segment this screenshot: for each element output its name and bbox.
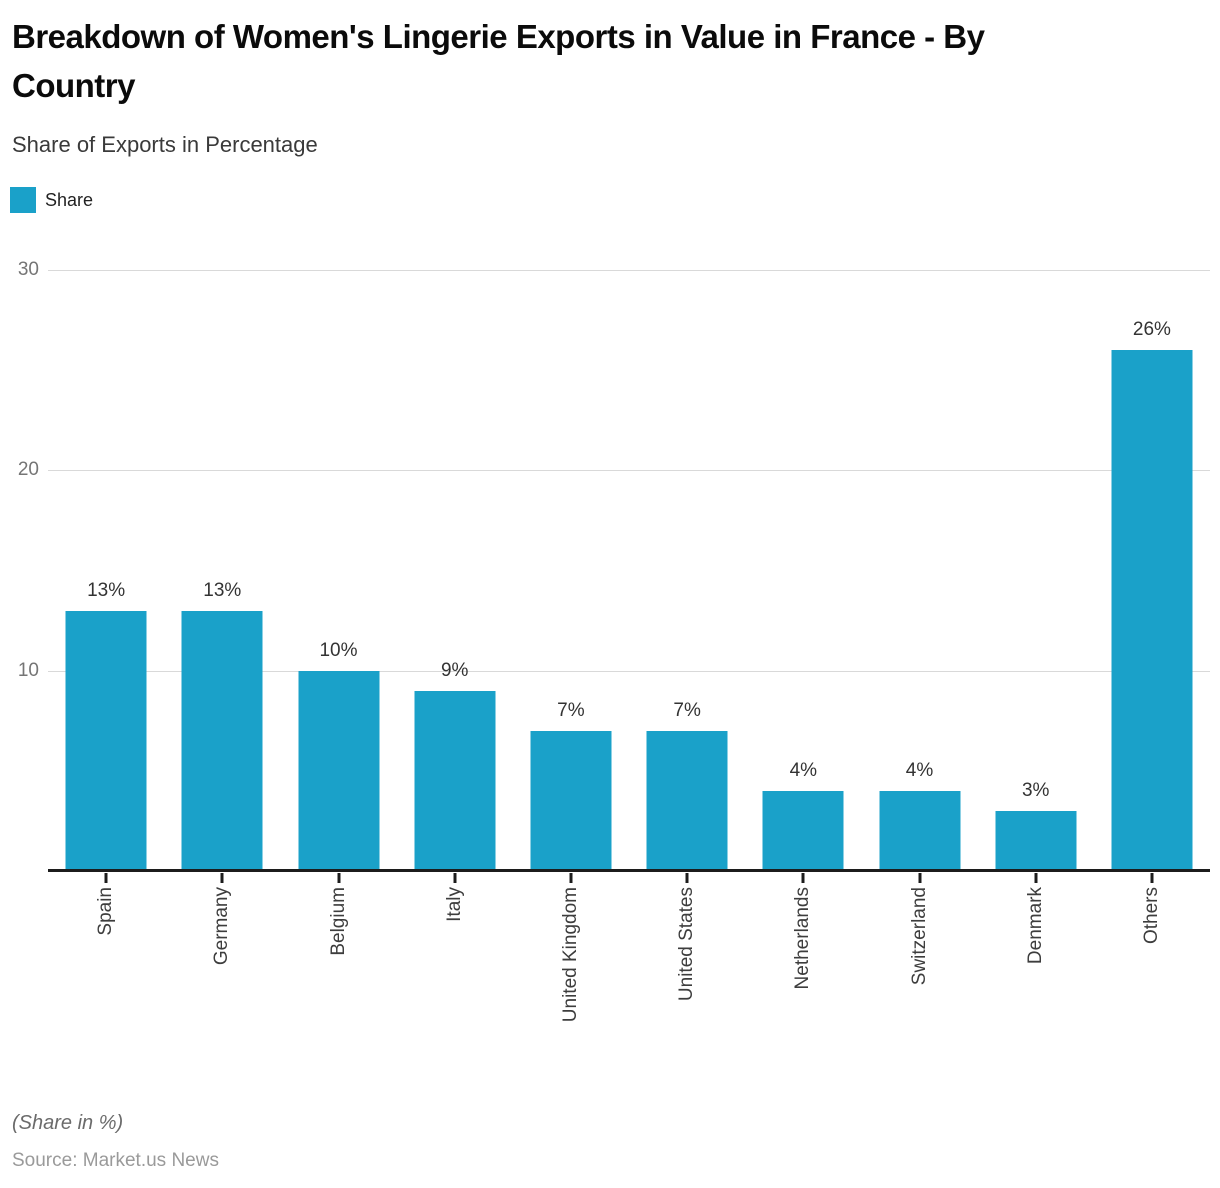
plot-area: 10 20 30 13% Spain 13% Germany 10% Belgium 9% Ita… [18,259,1210,1022]
bar-others [1111,350,1193,871]
bar-denmark [995,810,1077,871]
bar-value-label: 13% [87,579,126,601]
x-axis-tick [1034,873,1038,883]
bar-slot: 3% Denmark [978,270,1094,964]
x-axis-label: Spain [95,887,117,936]
bar-netherlands [762,790,844,871]
bar-italy [414,690,496,871]
page-title: Breakdown of Women's Lingerie Exports in… [12,18,985,104]
bar-slot: 7% United States [629,270,745,1001]
x-axis-label-wrap: United Kingdom [513,887,629,1022]
gridline-20 [48,470,1210,472]
bar-belgium [298,670,379,871]
y-axis-tick-label-30: 30 [17,259,39,280]
bar-value-label: 10% [319,639,358,661]
bars-layer: 13% Spain 13% Germany 10% Belgium 9% Italy 7% Uni… [48,270,1210,1022]
x-axis-tick [801,873,805,883]
bar-value-label: 4% [789,759,818,781]
x-axis-label: Belgium [327,887,349,956]
unit-note: (Share in %) [12,1112,124,1134]
bar-slot: 26% Others [1094,270,1210,944]
bar-slot: 10% Belgium [280,270,396,956]
source-text: Source: Market.us News [12,1150,219,1171]
x-axis-label: United States [676,887,698,1002]
bar-value-label: 7% [557,699,585,721]
legend: Share [10,187,93,213]
x-axis-label: Denmark [1024,887,1046,965]
bar-slot: 13% Germany [164,270,280,965]
x-axis-label: Germany [211,887,233,966]
legend-swatch-icon [10,187,36,213]
bar-slot: 7% United Kingdom [513,270,629,1022]
bar-germany [181,610,263,871]
y-axis-tick-label-10: 10 [17,659,39,681]
bar-value-label: 4% [905,759,934,781]
x-axis-tick [104,873,108,883]
gridline-10 [48,670,1210,672]
x-axis-label-wrap: Spain [48,887,164,936]
x-axis-label-wrap: Others [1094,887,1210,944]
x-axis-tick [220,873,224,883]
bar-united-kingdom [530,730,612,871]
x-axis-label: Switzerland [908,887,930,986]
x-axis-label-wrap: Italy [397,887,513,922]
bar-value-label: 13% [203,579,242,601]
x-axis-tick [569,873,573,883]
x-axis-label-wrap: United States [629,887,745,1001]
x-axis-tick [1150,873,1154,883]
x-axis-label-wrap: Belgium [280,887,396,956]
x-axis-tick [453,873,457,883]
x-axis-tick [337,873,340,883]
bar-value-label: 26% [1132,319,1171,341]
bar-value-label: 3% [1021,779,1050,801]
bar-spain [65,610,147,871]
x-axis-label-wrap: Switzerland [861,887,977,985]
x-axis-label: Italy [443,887,465,922]
bar-slot: 4% Netherlands [745,270,861,989]
x-axis-label-wrap: Netherlands [745,887,861,989]
x-axis-label-wrap: Denmark [978,887,1094,964]
x-axis-label-wrap: Germany [164,887,280,965]
bar-value-label: 7% [673,699,701,721]
bar-value-label: 9% [440,659,469,681]
legend-label: Share [45,189,94,210]
gridline-30 [48,270,1210,271]
bar-switzerland [879,790,961,871]
bar-slot: 4% Switzerland [861,270,977,985]
y-axis-tick-label-20: 20 [17,459,39,481]
x-axis-tick [685,873,689,883]
chart-subtitle: Share of Exports in Percentage [12,132,318,157]
x-axis-label: United Kingdom [559,887,581,1023]
bar-slot: 9% Italy [397,270,513,922]
x-axis-label: Netherlands [792,887,814,990]
bar-slot: 13% Spain [48,270,164,936]
x-axis-line [48,869,1210,872]
x-axis-tick [918,873,922,883]
bar-united-states [646,730,728,871]
x-axis-label: Others [1140,887,1162,945]
